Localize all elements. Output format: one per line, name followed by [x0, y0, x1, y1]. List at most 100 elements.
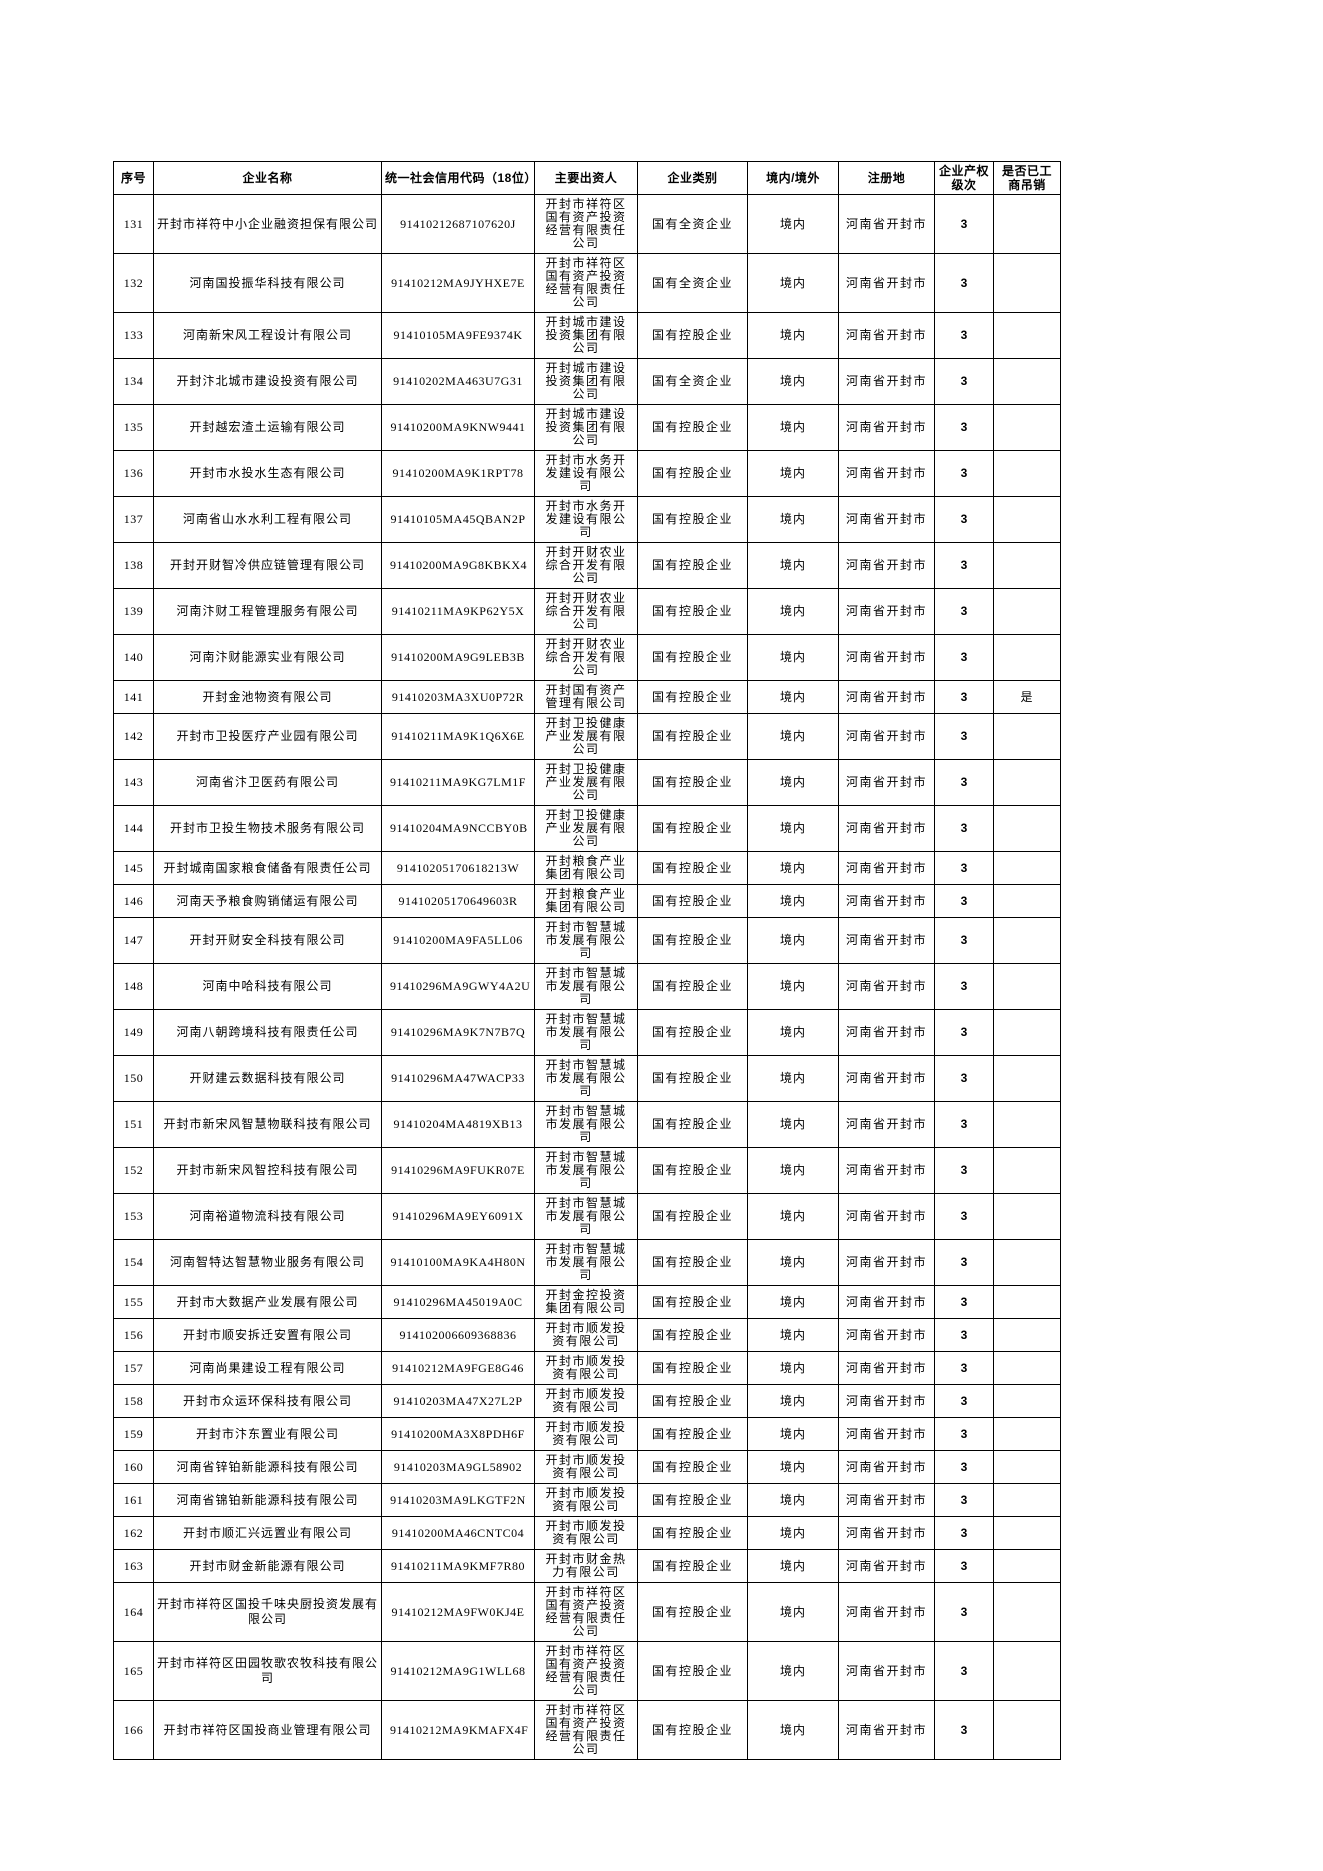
column-header-main-investor: 主要出资人 [534, 161, 638, 195]
cell-company-category: 国有控股企业 [637, 1318, 748, 1352]
cell-credit-code: 91410211MA9KP62Y5X [381, 588, 535, 635]
cell-revoked-status [993, 1055, 1061, 1102]
cell-registration-place: 河南省开封市 [838, 1285, 935, 1319]
cell-company-name: 开封市财金新能源有限公司 [153, 1549, 382, 1583]
cell-domestic-overseas: 境内 [747, 1450, 839, 1484]
cell-registration-place: 河南省开封市 [838, 588, 935, 635]
cell-company-name: 开封市众运环保科技有限公司 [153, 1384, 382, 1418]
cell-credit-code: 91410212MA9KMAFX4F [381, 1700, 535, 1760]
table-row: 139 河南汴财工程管理服务有限公司 91410211MA9KP62Y5X 开封… [113, 588, 1061, 635]
cell-serial-number: 151 [113, 1101, 154, 1148]
cell-equity-level: 3 [934, 713, 994, 760]
column-header-credit-code: 统一社会信用代码（18位） [381, 161, 535, 195]
cell-credit-code: 91410205170618213W [381, 851, 535, 885]
cell-main-investor: 开封金控投资集团有限公司 [534, 1285, 638, 1319]
cell-registration-place: 河南省开封市 [838, 917, 935, 964]
table-row: 142 开封市卫投医疗产业园有限公司 91410211MA9K1Q6X6E 开封… [113, 713, 1061, 760]
table-row: 166 开封市祥符区国投商业管理有限公司 91410212MA9KMAFX4F … [113, 1700, 1061, 1760]
cell-company-name: 开封市新宋风智慧物联科技有限公司 [153, 1101, 382, 1148]
cell-main-investor: 开封市智慧城市发展有限公司 [534, 1055, 638, 1102]
cell-equity-level: 3 [934, 1700, 994, 1760]
cell-credit-code: 91410204MA4819XB13 [381, 1101, 535, 1148]
cell-company-name: 河南裕道物流科技有限公司 [153, 1193, 382, 1240]
cell-credit-code: 91410200MA9KNW9441 [381, 404, 535, 451]
table-row: 143 河南省汴卫医药有限公司 91410211MA9KG7LM1F 开封卫投健… [113, 759, 1061, 806]
cell-registration-place: 河南省开封市 [838, 1351, 935, 1385]
cell-company-name: 河南汴财工程管理服务有限公司 [153, 588, 382, 635]
cell-domestic-overseas: 境内 [747, 634, 839, 681]
cell-company-name: 开封汴北城市建设投资有限公司 [153, 358, 382, 405]
table-row: 164 开封市祥符区国投千味央厨投资发展有限公司 91410212MA9FW0K… [113, 1582, 1061, 1642]
cell-main-investor: 开封开财农业综合开发有限公司 [534, 542, 638, 589]
cell-equity-level: 3 [934, 1351, 994, 1385]
cell-company-name: 开封市顺汇兴远置业有限公司 [153, 1516, 382, 1550]
cell-revoked-status [993, 1450, 1061, 1484]
cell-registration-place: 河南省开封市 [838, 1641, 935, 1701]
cell-revoked-status [993, 1351, 1061, 1385]
cell-equity-level: 3 [934, 1318, 994, 1352]
cell-registration-place: 河南省开封市 [838, 1483, 935, 1517]
cell-credit-code: 91410203MA9LKGTF2N [381, 1483, 535, 1517]
cell-equity-level: 3 [934, 680, 994, 714]
cell-company-name: 开封市大数据产业发展有限公司 [153, 1285, 382, 1319]
cell-registration-place: 河南省开封市 [838, 1193, 935, 1240]
table-row: 140 河南汴财能源实业有限公司 91410200MA9G9LEB3B 开封开财… [113, 634, 1061, 681]
table-row: 154 河南智特达智慧物业服务有限公司 91410100MA9KA4H80N 开… [113, 1239, 1061, 1286]
table-row: 158 开封市众运环保科技有限公司 91410203MA47X27L2P 开封市… [113, 1384, 1061, 1418]
cell-serial-number: 156 [113, 1318, 154, 1352]
cell-main-investor: 开封市顺发投资有限公司 [534, 1483, 638, 1517]
cell-company-category: 国有控股企业 [637, 1516, 748, 1550]
cell-main-investor: 开封市智慧城市发展有限公司 [534, 1147, 638, 1194]
table-row: 161 河南省锦铂新能源科技有限公司 91410203MA9LKGTF2N 开封… [113, 1483, 1061, 1517]
cell-registration-place: 河南省开封市 [838, 1101, 935, 1148]
cell-main-investor: 开封卫投健康产业发展有限公司 [534, 713, 638, 760]
cell-company-category: 国有控股企业 [637, 1239, 748, 1286]
cell-main-investor: 开封城市建设投资集团有限公司 [534, 358, 638, 405]
cell-registration-place: 河南省开封市 [838, 1582, 935, 1642]
table-row: 141 开封金池物资有限公司 91410203MA3XU0P72R 开封国有资产… [113, 680, 1061, 714]
cell-registration-place: 河南省开封市 [838, 1417, 935, 1451]
cell-serial-number: 155 [113, 1285, 154, 1319]
cell-credit-code: 91410200MA9FA5LL06 [381, 917, 535, 964]
cell-credit-code: 91410211MA9KG7LM1F [381, 759, 535, 806]
cell-domestic-overseas: 境内 [747, 358, 839, 405]
cell-domestic-overseas: 境内 [747, 1101, 839, 1148]
cell-revoked-status [993, 194, 1061, 254]
cell-company-name: 河南八朝跨境科技有限责任公司 [153, 1009, 382, 1056]
cell-registration-place: 河南省开封市 [838, 884, 935, 918]
cell-company-name: 河南汴财能源实业有限公司 [153, 634, 382, 681]
cell-company-category: 国有控股企业 [637, 1641, 748, 1701]
cell-revoked-status [993, 1009, 1061, 1056]
table-row: 163 开封市财金新能源有限公司 91410211MA9KMF7R80 开封市财… [113, 1549, 1061, 1583]
cell-equity-level: 3 [934, 805, 994, 852]
cell-credit-code: 91410100MA9KA4H80N [381, 1239, 535, 1286]
cell-registration-place: 河南省开封市 [838, 542, 935, 589]
cell-registration-place: 河南省开封市 [838, 358, 935, 405]
cell-revoked-status [993, 1147, 1061, 1194]
cell-main-investor: 开封开财农业综合开发有限公司 [534, 588, 638, 635]
cell-credit-code: 91410200MA46CNTC04 [381, 1516, 535, 1550]
cell-serial-number: 162 [113, 1516, 154, 1550]
cell-main-investor: 开封城市建设投资集团有限公司 [534, 404, 638, 451]
cell-company-category: 国有控股企业 [637, 851, 748, 885]
cell-domestic-overseas: 境内 [747, 1483, 839, 1517]
cell-domestic-overseas: 境内 [747, 1147, 839, 1194]
cell-registration-place: 河南省开封市 [838, 1009, 935, 1056]
table-row: 144 开封市卫投生物技术服务有限公司 91410204MA9NCCBY0B 开… [113, 805, 1061, 852]
cell-serial-number: 136 [113, 450, 154, 497]
cell-registration-place: 河南省开封市 [838, 1147, 935, 1194]
cell-serial-number: 153 [113, 1193, 154, 1240]
cell-revoked-status [993, 1384, 1061, 1418]
cell-revoked-status [993, 805, 1061, 852]
cell-serial-number: 139 [113, 588, 154, 635]
cell-main-investor: 开封市顺发投资有限公司 [534, 1516, 638, 1550]
cell-company-name: 开封市祥符中小企业融资担保有限公司 [153, 194, 382, 254]
cell-revoked-status [993, 1582, 1061, 1642]
table-row: 149 河南八朝跨境科技有限责任公司 91410296MA9K7N7B7Q 开封… [113, 1009, 1061, 1056]
company-table: 序号 企业名称 统一社会信用代码（18位） 主要出资人 企业类别 境内/境外 注… [113, 161, 1061, 1760]
cell-company-category: 国有控股企业 [637, 884, 748, 918]
cell-equity-level: 3 [934, 963, 994, 1010]
cell-domestic-overseas: 境内 [747, 713, 839, 760]
cell-credit-code: 91410203MA3XU0P72R [381, 680, 535, 714]
cell-main-investor: 开封市顺发投资有限公司 [534, 1450, 638, 1484]
